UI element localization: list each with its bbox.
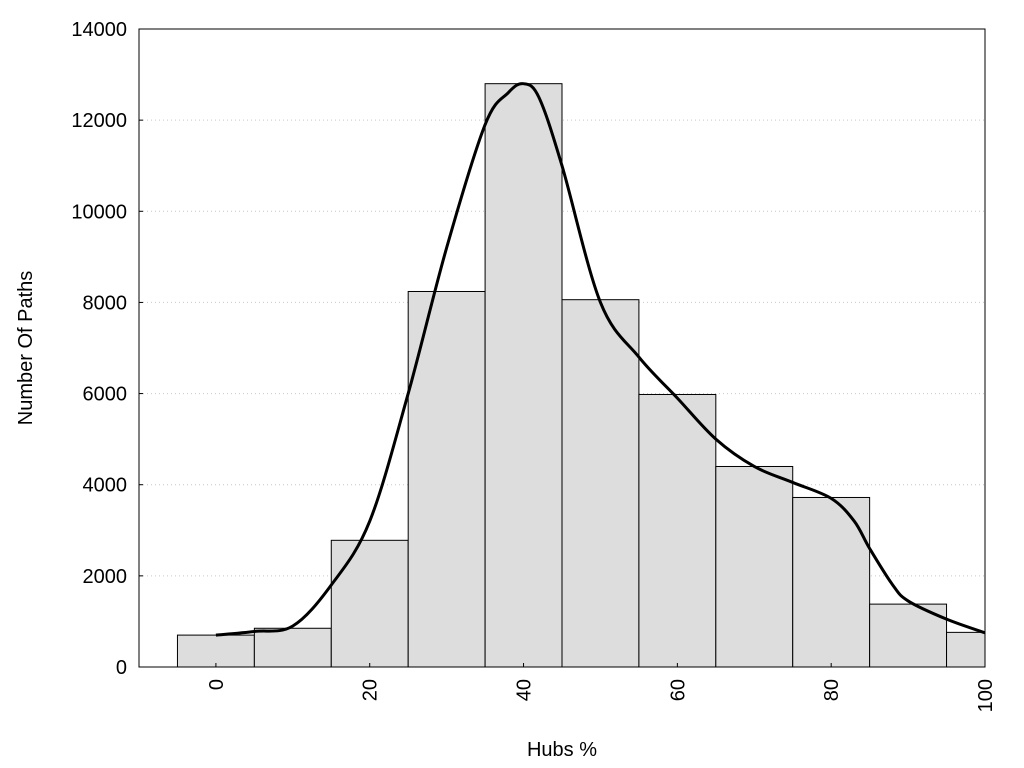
x-tick-label: 40 [514,679,536,701]
y-axis: 0 2000 4000 6000 8000 10000 12000 14000 [71,19,143,679]
histogram-bar [946,631,986,668]
y-tick-label: 14000 [71,19,127,41]
density-curve [215,82,986,637]
x-tick-label: 0 [206,679,228,690]
x-tick-label: 100 [975,679,997,712]
y-tick-label: 12000 [71,110,127,132]
y-tick-label: 2000 [83,566,128,588]
plot-frame [138,28,986,668]
x-axis-title: Hubs % [527,739,597,761]
x-axis: 0 20 40 60 80 100 [206,663,997,712]
histogram-bar [330,539,409,668]
histogram-bar [407,290,486,668]
histogram-bar [561,299,640,668]
histogram-bar [253,627,332,668]
histogram-bar [715,465,794,668]
y-tick-label: 10000 [71,201,127,223]
x-tick-label: 20 [360,679,382,701]
x-tick-label: 80 [821,679,843,701]
density-curve-line [215,82,986,637]
histogram-bar [176,634,255,668]
y-tick-label: 6000 [83,384,128,406]
y-axis-title: Number Of Paths [15,271,37,426]
histogram-bar [792,496,871,668]
y-tick-label: 0 [116,657,127,679]
histogram-bar [638,393,717,668]
y-tick-label: 8000 [83,292,128,314]
x-tick-label: 60 [667,679,689,701]
histogram-bar [484,83,563,668]
y-tick-label: 4000 [83,475,128,497]
bars [176,83,986,668]
